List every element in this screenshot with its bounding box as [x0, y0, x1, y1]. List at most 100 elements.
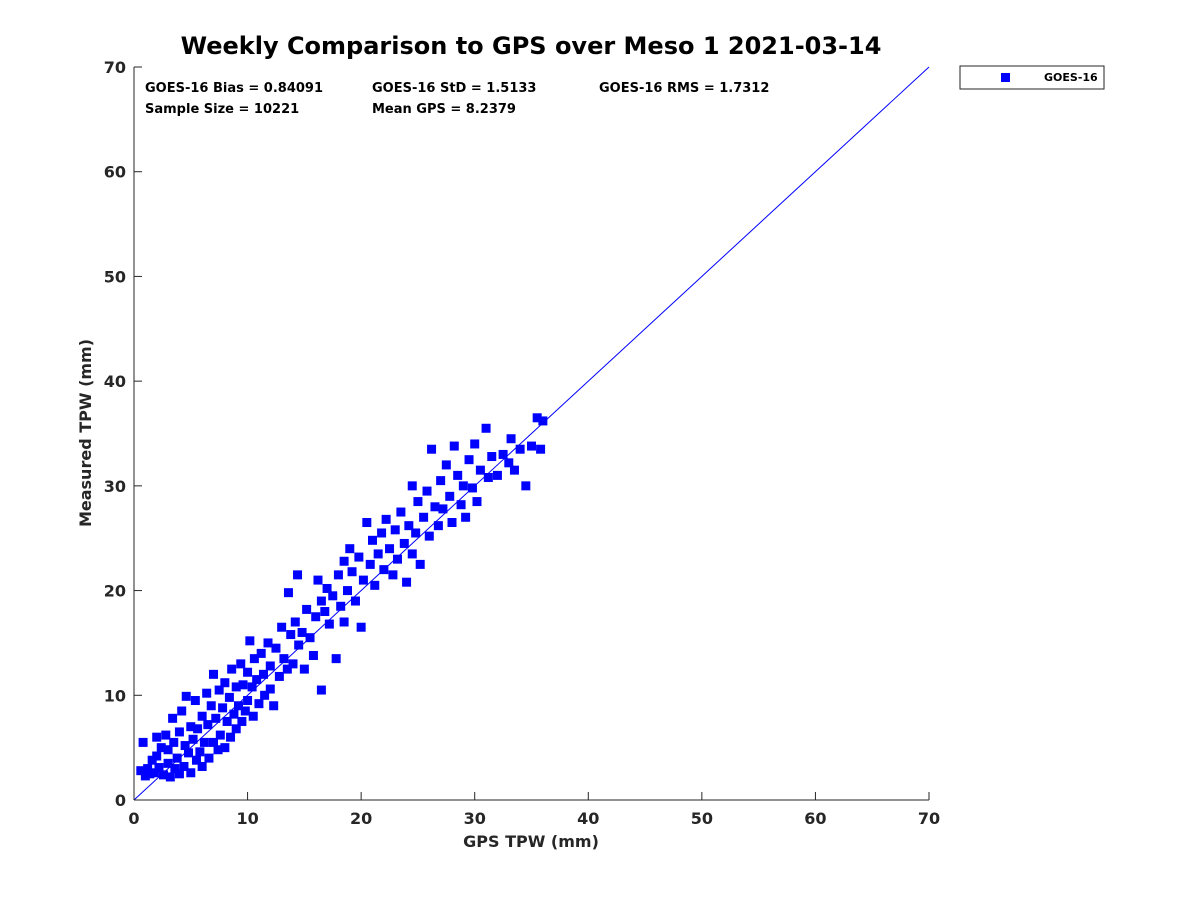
data-point [441, 460, 451, 470]
data-point [245, 636, 255, 646]
data-point [343, 586, 353, 596]
stat-rms: GOES-16 RMS = 1.7312 [599, 81, 769, 96]
data-point [190, 696, 200, 706]
data-point [331, 654, 341, 664]
legend-label-goes16: GOES-16 [1044, 71, 1098, 84]
data-point [140, 771, 150, 781]
data-point [199, 737, 209, 747]
data-point [161, 730, 171, 740]
reference-line [133, 66, 930, 801]
data-point [445, 491, 455, 501]
data-point [328, 591, 338, 601]
data-point [203, 720, 213, 730]
stat-bias: GOES-16 Bias = 0.84091 [145, 81, 323, 96]
data-point [313, 575, 323, 585]
data-point [197, 761, 207, 771]
y-tick-label: 50 [104, 267, 126, 286]
data-point [297, 627, 307, 637]
data-point [515, 444, 525, 454]
y-tick-label: 20 [104, 582, 126, 601]
data-point [430, 502, 440, 512]
data-point [308, 650, 318, 660]
data-point [404, 521, 414, 531]
data-point [504, 458, 514, 468]
x-axis-ticks: 0 10 20 30 40 50 60 70 [128, 792, 940, 828]
data-point [288, 659, 298, 669]
data-point [286, 630, 296, 640]
data-point [438, 504, 448, 514]
data-point [220, 678, 230, 688]
legend-box [959, 65, 1105, 90]
data-point [269, 701, 279, 711]
stat-sample-size: Sample Size = 10221 [145, 102, 299, 117]
data-point [209, 737, 218, 747]
data-point [483, 472, 493, 482]
chart-title: Weekly Comparison to GPS over Meso 1 202… [181, 32, 882, 60]
data-point [243, 696, 253, 706]
data-point [521, 481, 531, 491]
data-point [186, 768, 196, 778]
data-point [181, 691, 191, 701]
data-point [254, 699, 264, 709]
data-point [350, 596, 360, 606]
data-point [279, 654, 289, 664]
data-point [152, 751, 162, 761]
data-point [248, 711, 258, 721]
data-point [347, 567, 357, 577]
data-point [138, 737, 148, 747]
data-point [186, 722, 196, 732]
data-point [322, 583, 332, 593]
data-point [392, 554, 402, 564]
data-point [224, 692, 234, 702]
data-point [316, 685, 326, 695]
data-point [381, 514, 391, 524]
stat-std: GOES-16 StD = 1.5133 [372, 81, 536, 96]
data-point [260, 690, 270, 700]
data-point [233, 701, 243, 711]
x-tick-label: 50 [691, 809, 713, 828]
data-point [536, 444, 546, 454]
data-point [174, 727, 184, 737]
data-point [258, 669, 268, 679]
data-point [538, 416, 548, 426]
data-point [215, 730, 225, 740]
data-point [240, 706, 250, 716]
data-point [193, 724, 203, 734]
data-point [226, 732, 236, 742]
data-point [427, 444, 437, 454]
data-point [159, 770, 169, 780]
data-point [229, 709, 239, 719]
data-point [532, 413, 542, 423]
data-point [436, 476, 446, 486]
data-point [191, 755, 201, 765]
data-point [339, 556, 349, 566]
data-point [163, 745, 173, 755]
data-point [290, 617, 300, 627]
data-point [316, 596, 326, 606]
data-point [294, 640, 304, 650]
data-point [252, 675, 262, 685]
data-point [271, 643, 281, 653]
data-point [231, 724, 241, 734]
data-point [475, 465, 485, 475]
y-tick-label: 10 [104, 686, 126, 705]
data-point [265, 684, 275, 694]
data-point [354, 552, 364, 562]
data-point [413, 497, 423, 507]
data-point [299, 664, 309, 674]
data-point [168, 713, 178, 723]
x-tick-label: 30 [464, 809, 486, 828]
y-axis-label: Measured TPW (mm) [76, 339, 95, 527]
data-point [422, 486, 432, 496]
data-point [282, 664, 292, 674]
data-point [336, 601, 346, 611]
data-point [419, 512, 429, 522]
data-point [143, 764, 153, 774]
data-point [487, 452, 497, 462]
data-point [345, 544, 355, 554]
data-point [274, 671, 284, 681]
y-axis-ticks: 0 10 20 30 40 50 60 70 [104, 58, 142, 810]
data-point [170, 764, 180, 774]
data-point [453, 470, 463, 480]
data-point [472, 497, 482, 507]
